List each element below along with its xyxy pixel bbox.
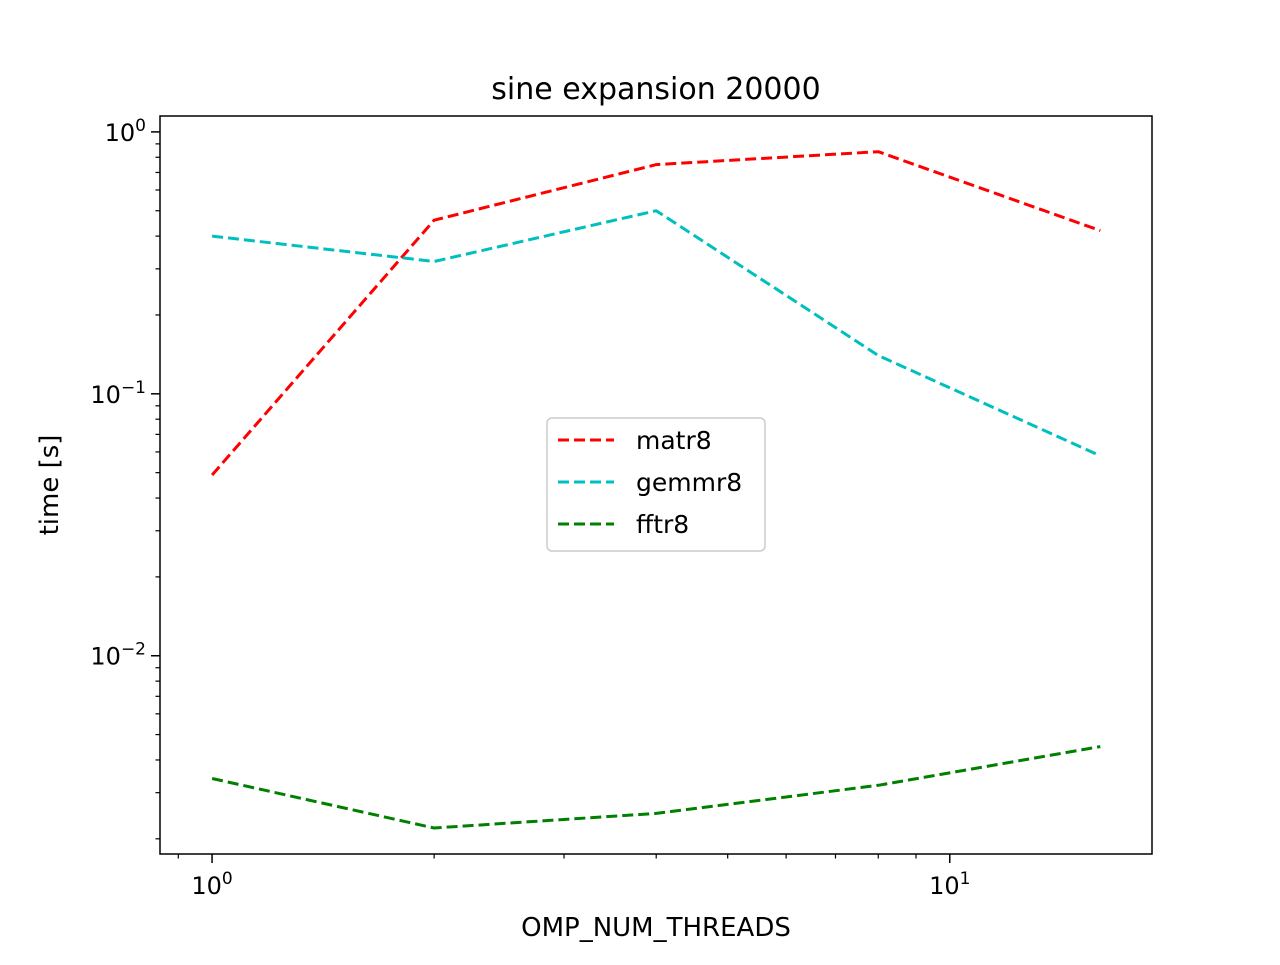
series-lines [210, 150, 1101, 830]
series-line-matr8 [210, 150, 1101, 476]
y-tick-label: 100 [105, 116, 146, 147]
major-ticks: 100 101 100 10−1 10−2 [90, 116, 970, 900]
legend: matr8 gemmr8 fftr8 [546, 417, 766, 552]
legend-label-matr8: matr8 [636, 426, 712, 455]
minor-ticks [155, 143, 917, 859]
x-tick-label: 101 [929, 869, 970, 900]
x-axis-label: OMP_NUM_THREADS [521, 913, 791, 943]
series-line-gemmr8 [211, 209, 1101, 458]
series-line-fftr8 [211, 745, 1101, 830]
plot-area-frame [159, 115, 1153, 855]
chart-title: sine expansion 20000 [491, 72, 820, 107]
legend-items: matr8 gemmr8 fftr8 [558, 426, 742, 539]
y-axis-label: time [s] [35, 435, 65, 536]
legend-box [546, 417, 766, 552]
x-tick-label: 100 [191, 869, 232, 900]
y-tick-label: 10−1 [90, 378, 146, 409]
legend-label-fftr8: fftr8 [636, 510, 689, 539]
legend-label-gemmr8: gemmr8 [636, 468, 742, 497]
y-tick-label: 10−2 [90, 640, 146, 671]
